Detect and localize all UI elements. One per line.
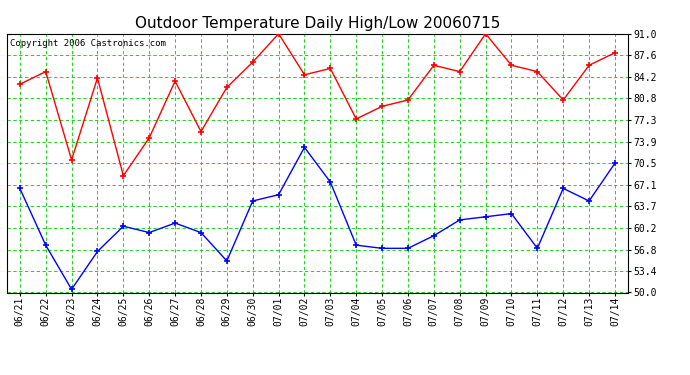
Title: Outdoor Temperature Daily High/Low 20060715: Outdoor Temperature Daily High/Low 20060…	[135, 16, 500, 31]
Text: Copyright 2006 Castronics.com: Copyright 2006 Castronics.com	[10, 39, 166, 48]
